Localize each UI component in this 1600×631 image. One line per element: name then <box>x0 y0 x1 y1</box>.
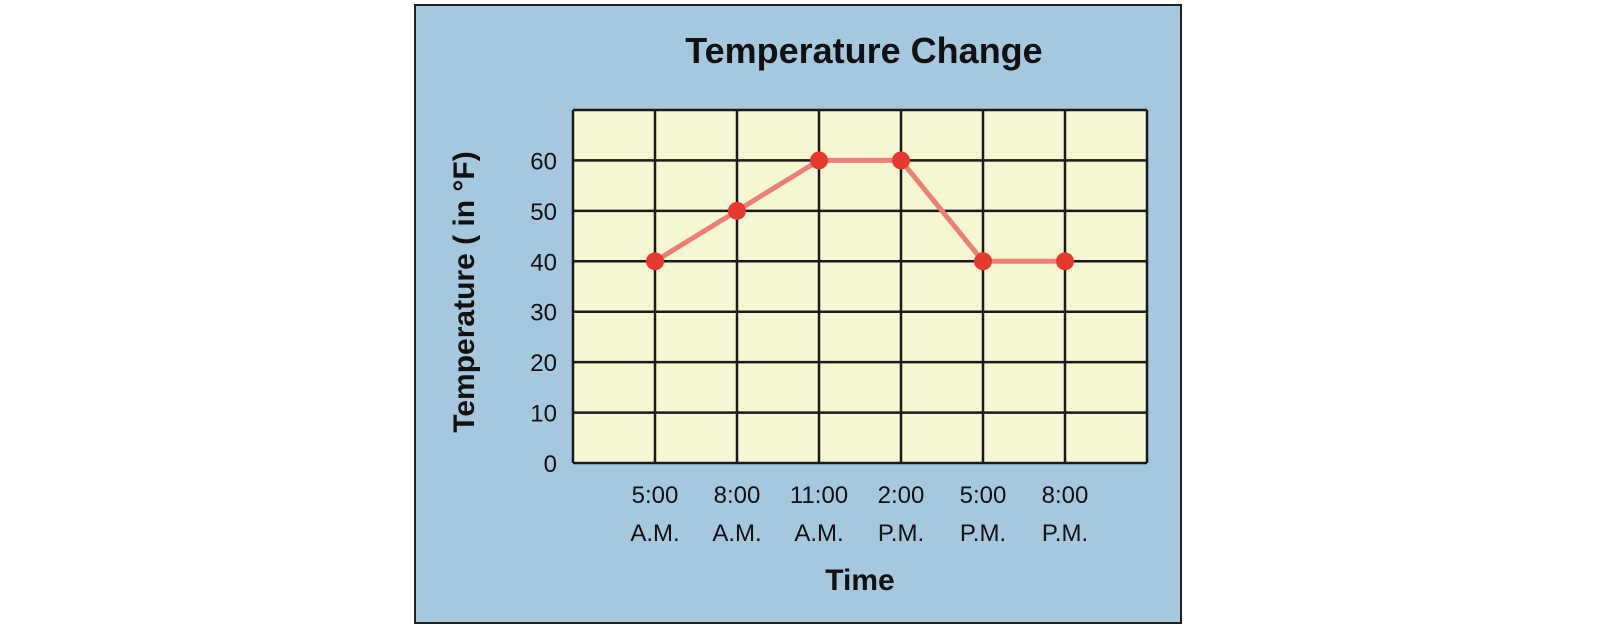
y-tick-label: 60 <box>530 148 557 175</box>
x-tick-label-time: 2:00 <box>878 482 925 509</box>
y-tick-label: 40 <box>530 249 557 276</box>
y-tick-label: 20 <box>530 350 557 377</box>
plot-area: 0 10 20 30 40 50 60 5:00 A.M. 8:00 A.M. 11:00 A.M. 2:… <box>530 108 1149 547</box>
data-point <box>974 252 992 271</box>
plot-background <box>573 110 1147 463</box>
y-tick-label: 50 <box>530 199 557 226</box>
x-tick-label-time: 11:00 <box>790 482 848 509</box>
data-point <box>728 201 746 220</box>
data-point <box>1056 252 1074 271</box>
x-axis-label: Time <box>825 564 894 597</box>
x-tick-label-time: 8:00 <box>1042 482 1089 509</box>
x-tick-label-period: P.M. <box>878 520 924 547</box>
x-tick-label-time: 5:00 <box>960 482 1007 509</box>
y-tick-label: 0 <box>544 451 557 478</box>
x-tick-label-period: A.M. <box>712 520 761 547</box>
x-tick-label-period: A.M. <box>794 520 843 547</box>
data-point <box>892 151 910 170</box>
y-tick-label: 10 <box>530 401 557 428</box>
x-tick-label-period: P.M. <box>960 520 1006 547</box>
y-tick-label: 30 <box>530 300 557 327</box>
x-tick-label-time: 8:00 <box>714 482 761 509</box>
chart-title: Temperature Change <box>685 30 1042 71</box>
data-point <box>810 151 828 170</box>
series-line <box>652 157 1068 264</box>
x-tick-label-time: 5:00 <box>632 482 679 509</box>
x-tick-label-period: A.M. <box>630 520 679 547</box>
data-point <box>646 252 664 271</box>
x-tick-label-period: P.M. <box>1042 520 1088 547</box>
y-axis-label: Temperature ( in °F) <box>448 151 481 432</box>
